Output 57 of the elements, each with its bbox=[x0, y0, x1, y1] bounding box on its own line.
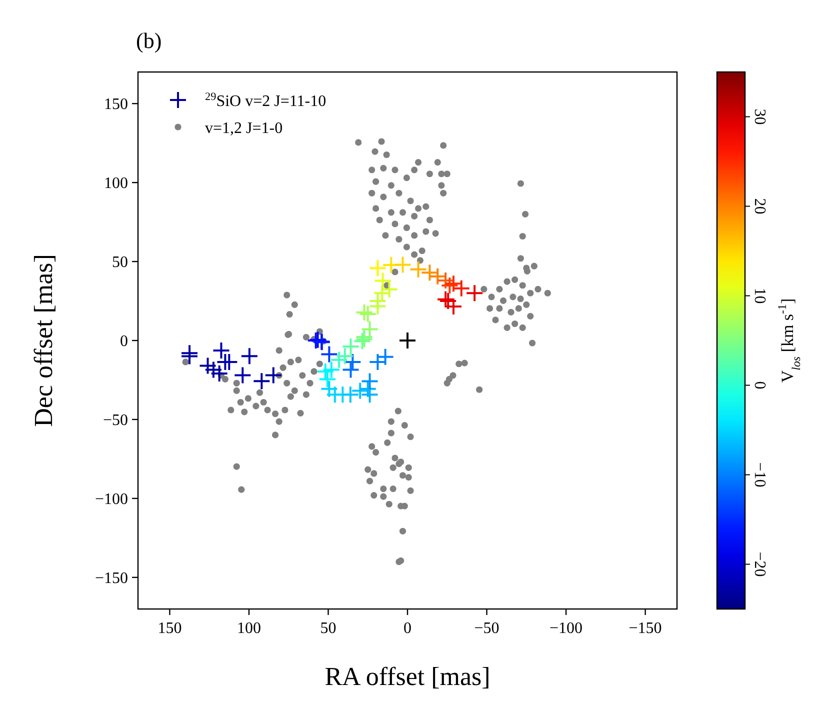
point bbox=[316, 362, 334, 380]
x-tick-label: 50 bbox=[320, 620, 336, 637]
legend-label: $^{29}$SiO v=2 J=11-10 bbox=[205, 91, 326, 110]
point bbox=[204, 360, 222, 379]
point bbox=[360, 372, 379, 390]
point bbox=[344, 352, 362, 371]
color-bar-label: −10 bbox=[751, 462, 768, 488]
point bbox=[341, 386, 360, 404]
y-tick-label: −50 bbox=[102, 412, 128, 429]
x-tick-label: 0 bbox=[404, 620, 412, 637]
x-tick-label: −100 bbox=[550, 620, 583, 637]
y-tick-label: 0 bbox=[120, 333, 128, 350]
legend-label: v=1,2 J=1-0 bbox=[205, 120, 283, 137]
point bbox=[355, 303, 374, 322]
point bbox=[440, 276, 459, 295]
point bbox=[360, 320, 379, 338]
color-bar-label: 20 bbox=[751, 198, 768, 214]
point bbox=[252, 372, 271, 390]
point bbox=[234, 366, 252, 384]
point bbox=[322, 360, 340, 379]
point bbox=[264, 366, 282, 384]
point bbox=[428, 267, 447, 286]
y-tick-label: 100 bbox=[104, 175, 128, 192]
color-bar-label: −20 bbox=[751, 552, 768, 577]
point bbox=[240, 347, 258, 366]
point bbox=[358, 304, 377, 323]
point bbox=[336, 347, 354, 366]
point bbox=[394, 256, 412, 274]
color-bar-label: 0 bbox=[751, 381, 768, 390]
color-bar-label: 10 bbox=[751, 288, 768, 304]
y-axis-title: Dec offset [mas] bbox=[29, 254, 58, 427]
point bbox=[342, 338, 360, 356]
y-tick-label: 150 bbox=[104, 96, 128, 114]
color-bar-label: 30 bbox=[751, 108, 768, 125]
point bbox=[368, 292, 387, 310]
point bbox=[374, 272, 392, 290]
point bbox=[180, 347, 199, 366]
x-tick-label: −50 bbox=[474, 620, 500, 637]
point bbox=[409, 260, 428, 278]
point bbox=[368, 259, 387, 278]
x-axis-title: RA offset [mas] bbox=[324, 662, 490, 691]
x-tick-label: −150 bbox=[628, 620, 662, 637]
y-tick-label: 50 bbox=[112, 254, 128, 272]
point bbox=[466, 284, 484, 302]
y-tick-label: −100 bbox=[94, 490, 128, 508]
point bbox=[330, 350, 348, 369]
point bbox=[444, 274, 462, 293]
point bbox=[452, 279, 470, 298]
chart-title: (b) bbox=[136, 28, 162, 53]
x-tick-label: 100 bbox=[236, 620, 261, 637]
point bbox=[320, 345, 338, 364]
point bbox=[398, 332, 416, 350]
point bbox=[380, 280, 398, 298]
y-tick-label: −150 bbox=[94, 570, 128, 587]
x-tick-label: 150 bbox=[158, 620, 182, 637]
point bbox=[420, 264, 439, 282]
point bbox=[382, 256, 400, 274]
